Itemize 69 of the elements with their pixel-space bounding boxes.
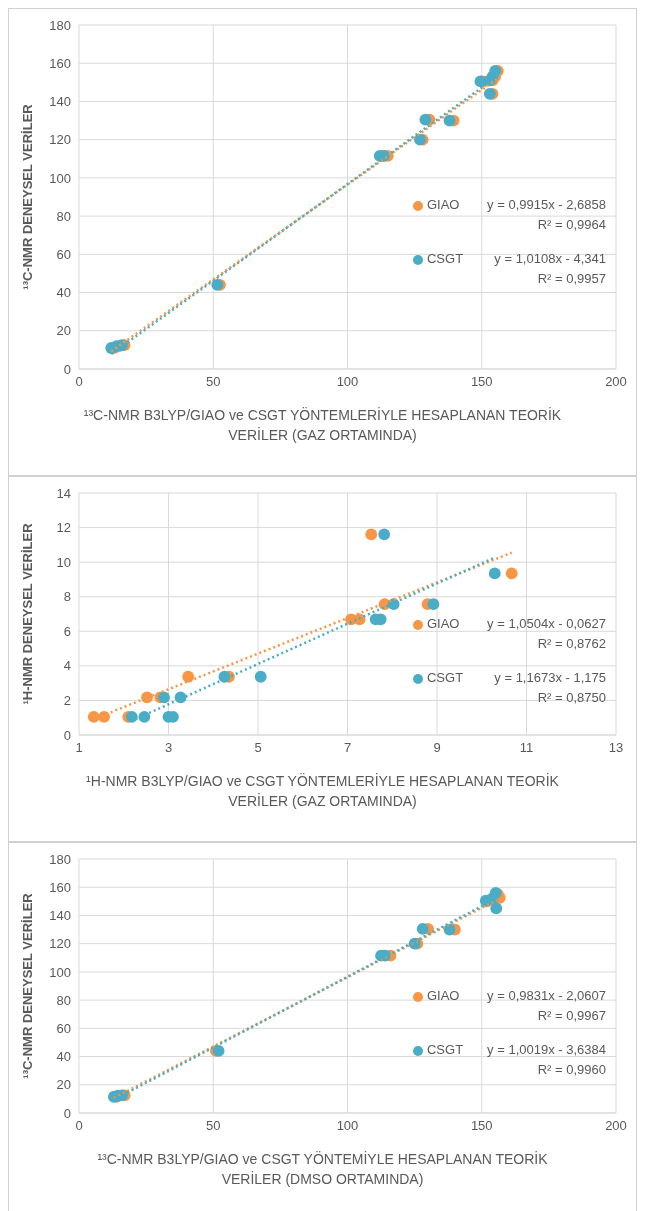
annotation: R² = 0,9967 bbox=[536, 1007, 606, 1025]
y-tick-label: 180 bbox=[49, 17, 71, 33]
y-tick-label: 60 bbox=[56, 246, 71, 262]
x-tick-label: 9 bbox=[433, 740, 441, 756]
x-tick-label: 13 bbox=[608, 740, 624, 756]
y-tick-label: 12 bbox=[56, 520, 71, 536]
y-tick-label: 0 bbox=[63, 727, 71, 743]
x-tick-label: 200 bbox=[605, 1118, 627, 1134]
annotation: R² = 0,9957 bbox=[536, 271, 606, 289]
annotation: y = 1,0108x - 4,341 bbox=[493, 251, 606, 269]
x-tick-label: 0 bbox=[75, 1118, 83, 1134]
y-axis-title: ¹³C-NMR DENEYSEL VERİLER bbox=[19, 892, 35, 1079]
x-tick-label: 150 bbox=[470, 1118, 493, 1134]
x-tick-label: 7 bbox=[343, 740, 352, 756]
x-tick-label: 5 bbox=[254, 740, 262, 756]
y-tick-label: 60 bbox=[56, 1020, 71, 1036]
x-tick-label: 50 bbox=[206, 1118, 221, 1134]
x-tick-label: 0 bbox=[75, 374, 83, 390]
y-tick-label: 10 bbox=[56, 554, 71, 570]
y-tick-label: 80 bbox=[56, 208, 71, 224]
y-axis-title: ¹³C-NMR DENEYSEL VERİLER bbox=[19, 103, 35, 290]
y-tick-label: 0 bbox=[63, 361, 71, 377]
y-tick-label: 6 bbox=[63, 623, 71, 639]
legend-label: GIAO bbox=[426, 616, 460, 632]
y-tick-label: 0 bbox=[63, 1105, 71, 1121]
x-axis-title: ¹³C-NMR B3LYP/GIAO ve CSGT YÖNTEMİYLE HESAPLANAN TEORİK VERİLER (DMSO ORTAMINDA) bbox=[96, 1150, 549, 1189]
x-tick-label: 200 bbox=[605, 374, 627, 390]
legend-label: CSGT bbox=[426, 251, 464, 267]
annotation: y = 1,0504x - 0,0627 bbox=[487, 616, 606, 634]
x-tick-label: 100 bbox=[336, 374, 359, 390]
y-tick-label: 40 bbox=[56, 1049, 71, 1065]
x-tick-label: 100 bbox=[336, 1118, 359, 1134]
x-tick-label: 50 bbox=[206, 374, 221, 390]
annotation: R² = 0,9960 bbox=[536, 1061, 606, 1079]
y-tick-label: 100 bbox=[49, 964, 71, 980]
y-tick-label: 4 bbox=[63, 658, 71, 674]
annotation: R² = 0,8762 bbox=[536, 636, 606, 654]
annotation: R² = 0,9964 bbox=[536, 217, 606, 235]
y-tick-label: 140 bbox=[49, 908, 71, 924]
legend-label: CSGT bbox=[426, 670, 464, 686]
annotation: y = 1,0019x - 3,6384 bbox=[487, 1041, 606, 1059]
x-tick-label: 11 bbox=[519, 740, 534, 756]
legend-label: CSGT bbox=[426, 1041, 464, 1057]
x-axis-title: ¹H-NMR B3LYP/GIAO ve CSGT YÖNTEMLERİYLE HESAPLANAN TEORİK VERİLER (GAZ ORTAMINDA) bbox=[85, 772, 560, 811]
annotation: y = 0,9831x - 2,0607 bbox=[487, 987, 606, 1005]
annotation: y = 0,9915x - 2,6858 bbox=[487, 197, 606, 215]
x-tick-label: 3 bbox=[164, 740, 173, 756]
y-tick-label: 14 bbox=[56, 485, 71, 501]
y-tick-label: 80 bbox=[56, 992, 71, 1008]
legend-label: GIAO bbox=[426, 987, 460, 1003]
y-tick-label: 8 bbox=[63, 589, 71, 605]
y-tick-label: 40 bbox=[56, 285, 71, 301]
y-tick-label: 160 bbox=[49, 55, 71, 71]
annotation: R² = 0,8750 bbox=[536, 690, 606, 708]
annotation: y = 1,1673x - 1,175 bbox=[493, 670, 606, 688]
x-tick-label: 1 bbox=[75, 740, 83, 756]
y-tick-label: 20 bbox=[56, 1077, 71, 1093]
y-axis-title: ¹H-NMR DENEYSEL VERİLER bbox=[19, 522, 35, 705]
y-tick-label: 140 bbox=[49, 94, 71, 110]
y-tick-label: 120 bbox=[49, 936, 71, 952]
y-tick-label: 180 bbox=[49, 851, 71, 867]
x-axis-title: ¹³C-NMR B3LYP/GIAO ve CSGT YÖNTEMLERİYLE HESAPLANAN TEORİK VERİLER (GAZ ORTAMINDA) bbox=[82, 406, 563, 445]
y-tick-label: 120 bbox=[49, 132, 71, 148]
legend-label: GIAO bbox=[426, 197, 460, 213]
y-tick-label: 2 bbox=[63, 693, 71, 709]
x-tick-label: 150 bbox=[470, 374, 493, 390]
y-tick-label: 20 bbox=[56, 323, 71, 339]
y-tick-label: 100 bbox=[49, 170, 71, 186]
y-tick-label: 160 bbox=[49, 879, 71, 895]
